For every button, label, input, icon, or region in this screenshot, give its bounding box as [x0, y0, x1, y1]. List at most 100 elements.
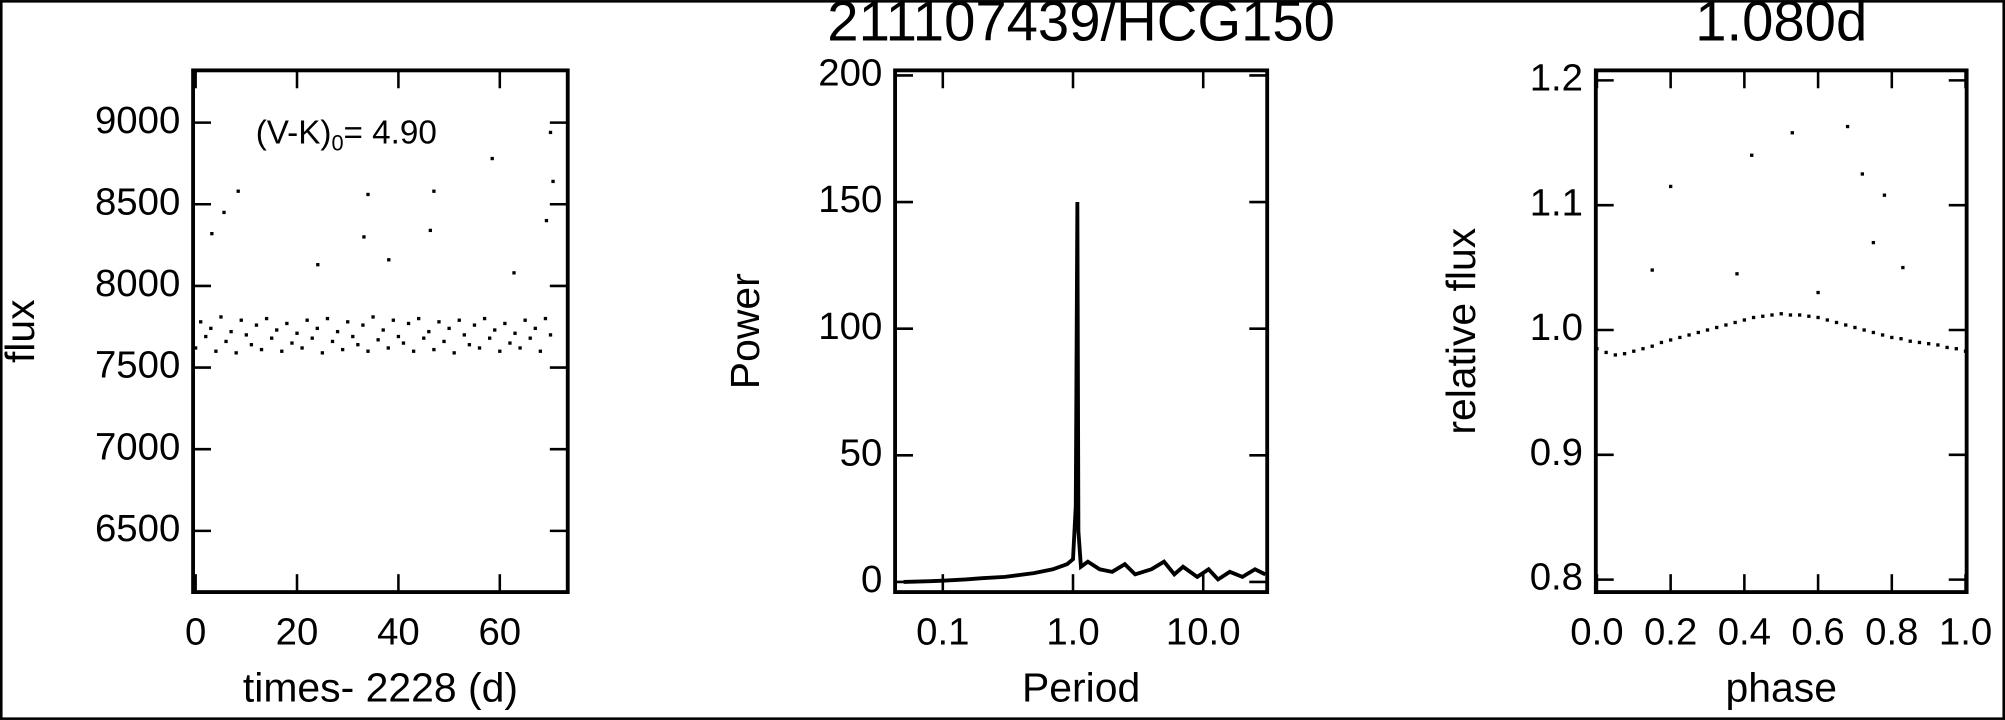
x-axis-label: times- 2228 (d) [243, 664, 518, 710]
point [310, 336, 314, 340]
point [523, 318, 527, 322]
y-tick-label: 8000 [95, 262, 180, 305]
x-tick-label: 0.2 [1644, 610, 1697, 653]
chart-title: 211107439/HCG150 [827, 0, 1335, 52]
point [362, 235, 366, 239]
y-tick-label: 150 [818, 178, 882, 221]
x-tick-label: 0.0 [1570, 610, 1623, 653]
point [498, 349, 502, 353]
y-tick-label: 50 [840, 431, 883, 474]
point [1595, 347, 1599, 351]
point [346, 320, 350, 324]
point [1816, 315, 1820, 320]
point [1899, 337, 1903, 341]
point [508, 341, 512, 345]
y-tick-label: 0 [861, 558, 882, 601]
line [903, 202, 1267, 584]
point [512, 271, 516, 275]
x-tick-label: 0.4 [1718, 610, 1771, 653]
plot-frame [1593, 68, 1969, 595]
point [503, 321, 507, 326]
point [335, 329, 340, 334]
point [427, 329, 431, 334]
x-tick-label: 60 [478, 610, 521, 653]
y-tick-label: 7000 [95, 425, 180, 468]
point [411, 349, 416, 353]
point [1936, 343, 1940, 347]
point [472, 323, 477, 327]
point [1945, 345, 1949, 350]
point [1954, 347, 1958, 351]
point [214, 349, 218, 353]
point [1687, 333, 1691, 337]
point [234, 351, 238, 355]
point [1761, 314, 1765, 318]
point [447, 326, 451, 331]
point [482, 316, 487, 321]
point [219, 315, 223, 319]
point [1825, 318, 1829, 322]
point [1871, 240, 1876, 245]
point [376, 338, 380, 342]
x-tick-label: 0 [185, 610, 206, 653]
point [462, 333, 466, 337]
point [285, 321, 289, 326]
point [361, 323, 365, 327]
point [528, 336, 532, 340]
point [305, 318, 309, 322]
point [432, 189, 436, 193]
point [518, 346, 522, 350]
plot-frame [191, 68, 570, 595]
point [543, 316, 548, 321]
point [381, 328, 385, 332]
point [1632, 349, 1636, 353]
point [249, 343, 254, 347]
point [209, 326, 213, 331]
point [222, 210, 226, 215]
point [290, 341, 294, 345]
y-tick-label: 1.1 [1530, 181, 1583, 224]
y-tick-label: 1.0 [1530, 306, 1583, 349]
point [1917, 340, 1922, 345]
point [1659, 340, 1664, 345]
point [1705, 328, 1710, 332]
point [386, 346, 390, 350]
point [254, 323, 259, 327]
point [490, 156, 494, 161]
point [467, 343, 472, 347]
point [1696, 330, 1700, 335]
y-axis-label: Power [722, 273, 768, 389]
point [437, 320, 441, 324]
point [356, 343, 360, 347]
x-tick-label: 1.0 [1939, 610, 1992, 653]
point [275, 328, 279, 332]
point [1788, 313, 1793, 317]
x-tick-label: 20 [276, 610, 319, 653]
point [551, 179, 555, 184]
point [544, 218, 549, 223]
y-tick-label: 100 [818, 305, 882, 348]
point [1880, 333, 1885, 337]
point [264, 316, 269, 321]
point [210, 232, 214, 236]
point [1901, 265, 1905, 270]
point [533, 326, 537, 331]
x-tick-label: 0.6 [1791, 610, 1844, 653]
point [1641, 347, 1645, 351]
point [1816, 290, 1820, 295]
point [366, 192, 370, 197]
point [396, 334, 401, 339]
point [1735, 272, 1739, 276]
point [1927, 342, 1931, 346]
point [1668, 338, 1673, 342]
point [452, 351, 456, 355]
point [366, 349, 370, 353]
point [1604, 350, 1608, 355]
point [406, 321, 411, 326]
point [1882, 193, 1887, 197]
point [229, 329, 233, 334]
point [316, 263, 320, 267]
y-tick-label: 200 [818, 52, 882, 95]
y-axis-label: relative flux [1438, 227, 1484, 434]
